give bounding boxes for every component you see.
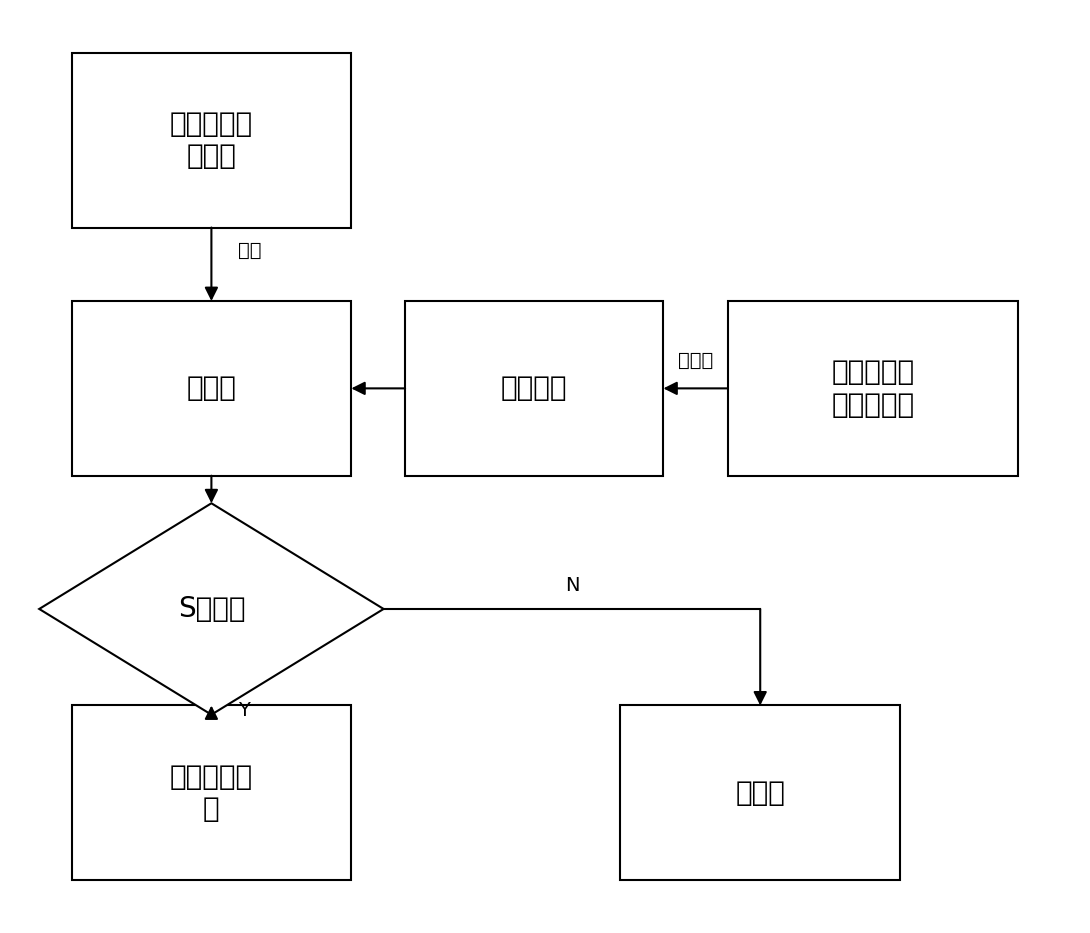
Bar [728, 301, 1018, 476]
Text: N: N [565, 577, 579, 595]
Text: 标准库: 标准库 [186, 374, 237, 402]
Bar [72, 301, 351, 476]
Text: 匹配识别成
功: 匹配识别成 功 [170, 762, 253, 823]
Text: 不识别: 不识别 [736, 779, 785, 807]
Text: 匹配: 匹配 [239, 241, 262, 260]
Text: 模板图像: 模板图像 [501, 374, 568, 402]
Text: S值最大: S值最大 [178, 595, 245, 623]
Bar [405, 301, 664, 476]
Bar [72, 53, 351, 228]
Text: Y: Y [239, 701, 251, 719]
Text: 归一化: 归一化 [678, 352, 713, 370]
Text: 图像处理后
的图像: 图像处理后 的图像 [170, 110, 253, 171]
Polygon shape [39, 503, 384, 715]
Bar [72, 705, 351, 880]
Text: 正常工作时
获取的图像: 正常工作时 获取的图像 [832, 358, 915, 419]
Bar [620, 705, 900, 880]
